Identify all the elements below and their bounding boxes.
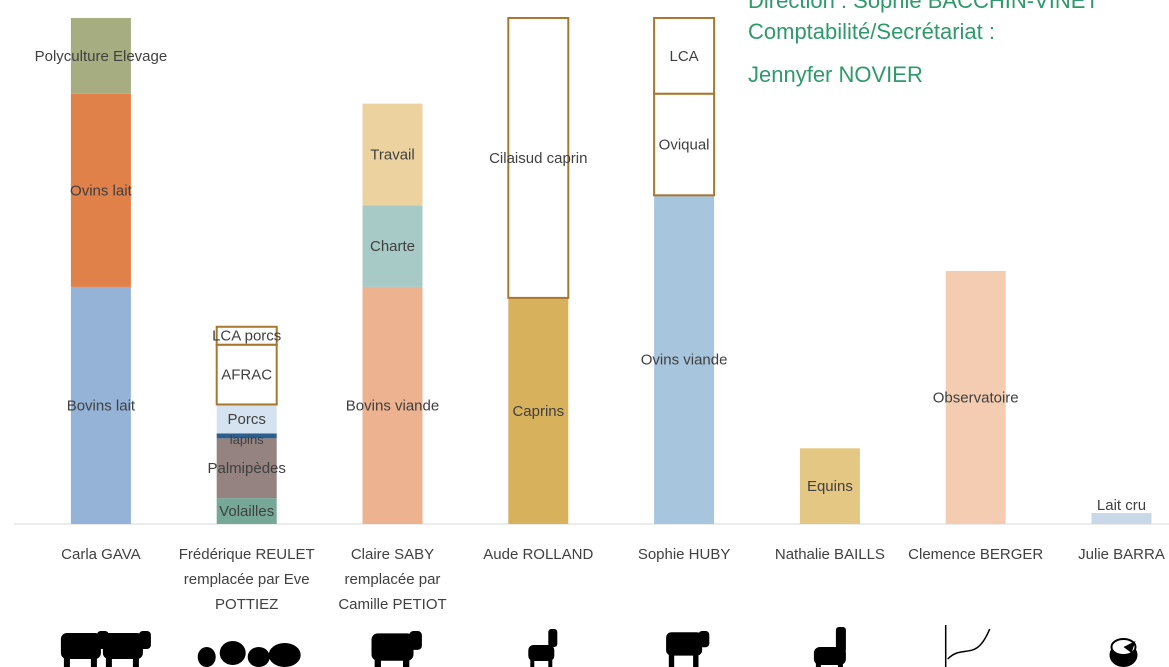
category-label: remplacée par — [345, 571, 441, 588]
bar-segment — [70, 93, 131, 287]
bar-segment — [362, 286, 423, 524]
cheese-icon — [1109, 638, 1138, 667]
category-label: Claire SABY — [351, 546, 434, 563]
goat-icon — [528, 629, 558, 667]
segment-label: Cilaisud caprin — [489, 150, 587, 167]
bar-segment — [216, 433, 277, 439]
direction-text: Direction : Sophie BACCHIN-VINET — [748, 0, 1099, 13]
sheep-icon — [666, 631, 710, 667]
bar-segment — [1091, 513, 1152, 524]
bar-segment — [70, 17, 131, 94]
category-label: remplacée par Eve — [184, 571, 310, 588]
bar-segment — [653, 92, 716, 197]
category-label: Aude ROLLAND — [483, 546, 593, 563]
bar-segment — [508, 297, 569, 524]
bar-segment — [945, 270, 1006, 524]
segment-label: Palmipèdes — [208, 460, 286, 477]
category-label: Nathalie BAILLS — [775, 546, 885, 563]
bar-segment — [362, 103, 423, 206]
category-label: Clemence BERGER — [908, 546, 1043, 563]
bar-segment — [507, 16, 570, 299]
segment-label: Ovins lait — [70, 182, 133, 199]
bar-segment — [216, 498, 277, 524]
category-label: Frédérique REULET — [179, 546, 315, 563]
category-label: Camille PETIOT — [338, 596, 446, 613]
cow-sheep-icon — [60, 631, 151, 667]
category-label: Julie BARRA — [1078, 546, 1165, 563]
segment-label: lapins — [230, 432, 264, 447]
segment-label: Caprins — [512, 403, 564, 420]
comptabilite-label: Comptabilité/Secrétariat : — [748, 19, 995, 44]
cow-icon — [371, 631, 422, 667]
segment-label: LCA — [670, 48, 699, 65]
trend-curve-icon — [944, 625, 991, 667]
segment-label: Lait cru — [1097, 497, 1146, 514]
bar-segment — [654, 195, 715, 524]
segment-label: Ovins viande — [641, 352, 728, 369]
segment-label: Charte — [370, 238, 415, 255]
poultry-rabbit-pig-icon — [197, 641, 301, 667]
bar-segment — [653, 16, 716, 95]
segment-label: Polyculture Elevage — [35, 48, 168, 65]
bar-segment — [215, 325, 278, 346]
segment-label: Bovins viande — [346, 397, 439, 414]
bar-segment — [362, 205, 423, 287]
segment-label: Porcs — [228, 411, 266, 428]
segment-label: Equins — [807, 478, 853, 495]
category-label: Carla GAVA — [61, 546, 140, 563]
segment-label: Oviqual — [659, 136, 710, 153]
segment-label: Travail — [370, 146, 414, 163]
segment-label: LCA porcs — [212, 328, 281, 345]
comptabilite-name: Jennyfer NOVIER — [748, 62, 923, 87]
bar-segment — [216, 404, 277, 434]
category-label: POTTIEZ — [215, 596, 278, 613]
segment-label: Bovins lait — [67, 397, 136, 414]
segment-label: Volailles — [219, 503, 274, 520]
segment-label: Observatoire — [933, 389, 1019, 406]
category-label: Sophie HUBY — [638, 546, 731, 563]
segment-label: AFRAC — [221, 367, 272, 384]
horse-icon — [813, 627, 846, 667]
bar-segment — [799, 448, 860, 524]
bar-segment — [216, 438, 277, 499]
bar-segment — [70, 286, 131, 524]
